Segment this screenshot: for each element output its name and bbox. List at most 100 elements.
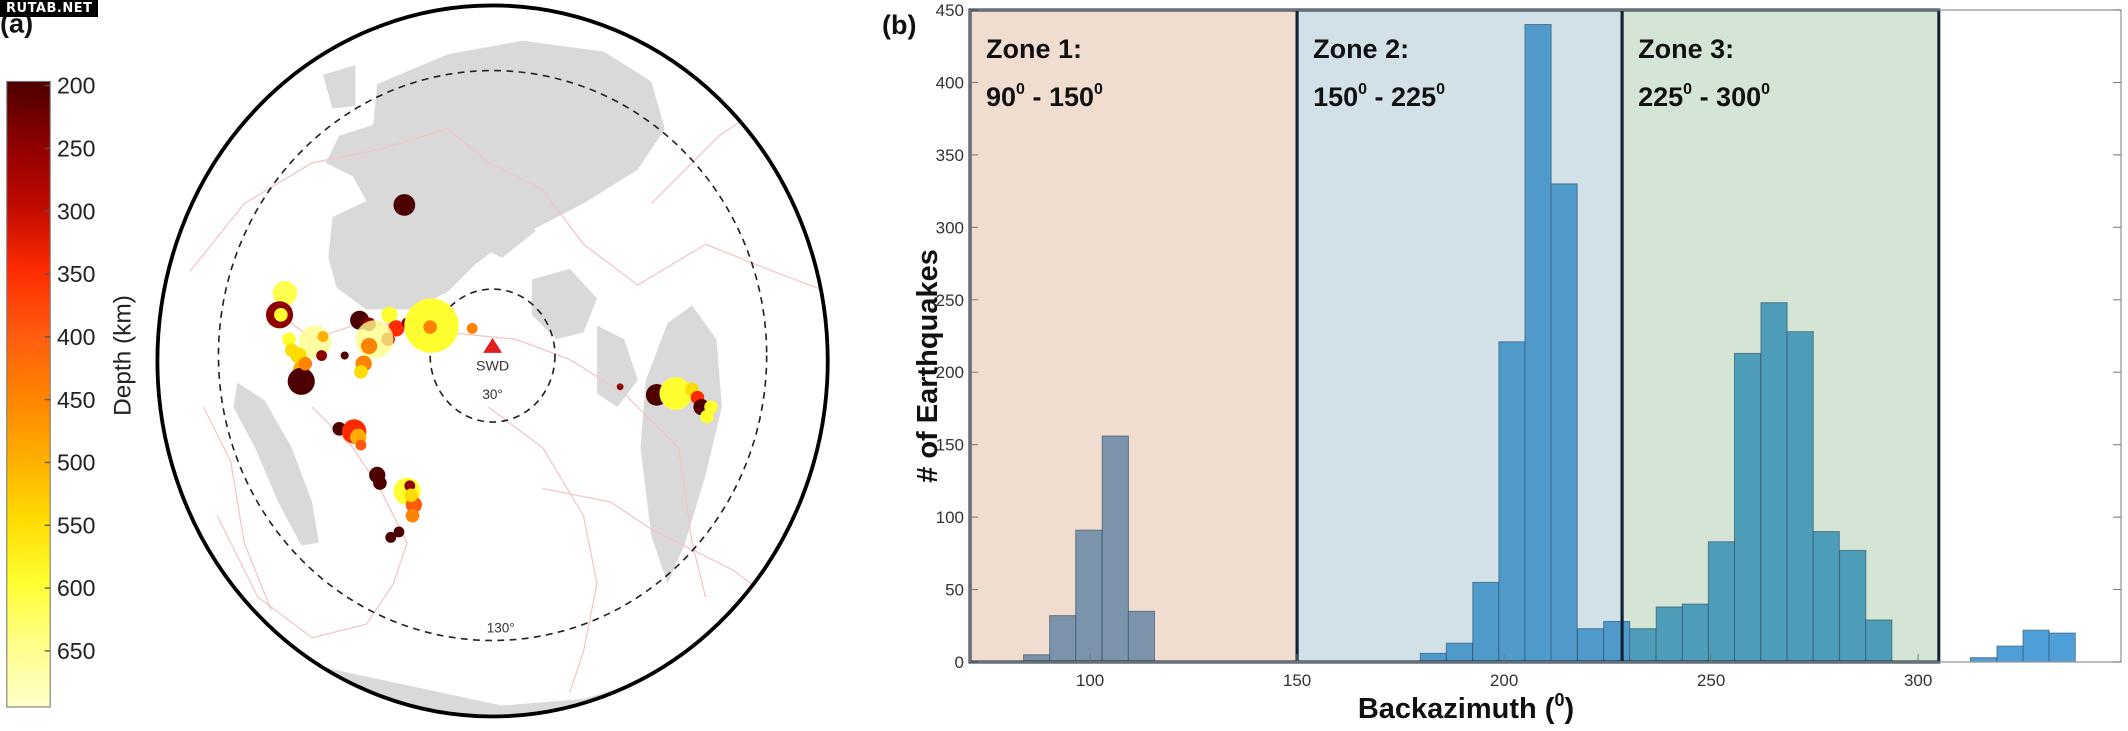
plate-boundaries bbox=[189, 108, 828, 693]
histogram-bar bbox=[2048, 632, 2076, 663]
plate-boundary-line bbox=[202, 406, 272, 611]
plate-boundary-line bbox=[488, 406, 598, 693]
plate-boundary-line bbox=[277, 311, 707, 598]
x-tick-label: 200 bbox=[1490, 671, 1518, 690]
colorbar-title: Depth (km) bbox=[109, 295, 136, 416]
axes-frame bbox=[969, 9, 2122, 663]
earthquake-marker bbox=[317, 331, 329, 342]
earthquake-marker bbox=[381, 306, 398, 323]
y-tick-label: 0 bbox=[955, 653, 964, 672]
earthquake-marker bbox=[385, 531, 397, 543]
y-tick-label: 50 bbox=[945, 581, 964, 600]
zone-range-part: 0 bbox=[1683, 81, 1692, 98]
y-tick-label: 450 bbox=[936, 1, 964, 20]
histogram-bar bbox=[1075, 529, 1103, 663]
zone-1-background bbox=[970, 10, 1298, 662]
colorbar-ticks: 200 250 300 350 400 450 500 550 600 650 bbox=[44, 73, 95, 664]
earthquake-marker bbox=[355, 439, 367, 451]
y-axis-label: # of Earthquakes bbox=[912, 249, 944, 483]
colorbar-tick-label: 400 bbox=[57, 324, 95, 350]
y-tick-label: 300 bbox=[936, 218, 964, 237]
histogram-bar bbox=[1101, 435, 1129, 663]
depth-colorbar bbox=[6, 80, 51, 708]
histogram-bar bbox=[1865, 619, 1893, 663]
histogram-bar bbox=[1445, 642, 1473, 663]
histogram-bar bbox=[1524, 23, 1552, 663]
colorbar-tick-label: 500 bbox=[57, 450, 95, 476]
histogram-bar bbox=[1733, 352, 1762, 663]
histogram-bar bbox=[1707, 541, 1736, 663]
zone-range-part: 0 bbox=[1016, 81, 1025, 98]
histogram-bars bbox=[1023, 23, 2076, 663]
plate-boundary-line bbox=[542, 487, 788, 612]
earthquake-events bbox=[265, 194, 718, 543]
zone-1-range: 900 - 1500 bbox=[986, 81, 1103, 112]
y-tick-label: 100 bbox=[936, 508, 964, 527]
panel-b-label: (b) bbox=[882, 10, 916, 40]
earthquake-marker bbox=[659, 377, 693, 410]
zone-range-part: 0 bbox=[1094, 81, 1103, 98]
x-tick-label: 100 bbox=[1076, 671, 1104, 690]
colorbar-tick-label: 600 bbox=[57, 575, 95, 601]
earthquake-marker bbox=[373, 476, 387, 490]
globe-outline bbox=[155, 3, 830, 719]
zone-2-range: 1500 - 2250 bbox=[1313, 81, 1445, 112]
y-tick-label: 200 bbox=[936, 363, 964, 382]
colorbar-tick-label: 300 bbox=[57, 198, 95, 224]
zone-3-title: Zone 3: bbox=[1638, 34, 1734, 64]
earthquake-marker bbox=[423, 320, 437, 334]
zone-range-part: - 150 bbox=[1025, 82, 1094, 112]
colorbar-tick-label: 650 bbox=[57, 638, 95, 664]
earthquake-marker bbox=[282, 332, 296, 347]
zone-range-part: 90 bbox=[986, 82, 1016, 112]
colorbar-tick-label: 200 bbox=[57, 73, 95, 99]
x-axis-label: Backazimuth (0) bbox=[1358, 690, 1574, 725]
land-mass bbox=[322, 65, 356, 109]
x-tick-label: 150 bbox=[1283, 671, 1311, 690]
histogram-bar bbox=[1603, 620, 1631, 663]
land-mass bbox=[597, 325, 638, 408]
zone-3-range: 2250 - 3000 bbox=[1638, 81, 1770, 112]
zone-range-part: - 225 bbox=[1367, 82, 1436, 112]
histogram-bar bbox=[1498, 341, 1526, 663]
earthquake-marker bbox=[404, 488, 418, 503]
watermark-badge: RUTAB.NET bbox=[0, 0, 99, 17]
zone-range-part: 225 bbox=[1638, 82, 1683, 112]
earthquake-marker bbox=[393, 194, 416, 216]
land-mass bbox=[233, 382, 319, 546]
earthquake-marker bbox=[404, 480, 416, 492]
plate-boundary-line bbox=[189, 128, 828, 293]
zone-range-part: 0 bbox=[1436, 81, 1445, 98]
earthquake-marker bbox=[287, 367, 315, 395]
histogram-bar bbox=[1760, 302, 1788, 663]
histogram-bar bbox=[1472, 581, 1500, 663]
zone-2-title: Zone 2: bbox=[1313, 34, 1409, 64]
x-axis-label-sup: 0 bbox=[1554, 690, 1564, 710]
earthquake-marker bbox=[616, 383, 624, 391]
histogram-bar bbox=[1969, 657, 1998, 663]
histogram-bar bbox=[2022, 629, 2050, 663]
x-tick-label: 250 bbox=[1697, 671, 1725, 690]
plate-boundary-line bbox=[216, 406, 408, 639]
y-tick-label: 350 bbox=[936, 146, 964, 165]
earthquake-marker bbox=[340, 351, 349, 360]
histogram-bar bbox=[1049, 615, 1077, 663]
x-ticks: 100 150 200 250 300 bbox=[1076, 654, 1932, 690]
zone-range-part: 0 bbox=[1358, 81, 1367, 98]
histogram-bar bbox=[1812, 531, 1840, 663]
colorbar-tick-label: 550 bbox=[57, 512, 95, 538]
panel-a-map: (a) 200 250 300 350 400 450 500 550 600 650 Depth… bbox=[0, 0, 882, 726]
histogram-bar bbox=[1681, 603, 1709, 663]
histogram-bar bbox=[1996, 645, 2024, 663]
land-mass bbox=[531, 268, 598, 340]
earthquake-marker bbox=[272, 280, 298, 306]
zone-range-part: 150 bbox=[1313, 82, 1358, 112]
station-triangle-icon bbox=[483, 337, 503, 353]
earthquake-marker bbox=[700, 409, 714, 424]
outer-distance-ring bbox=[217, 69, 768, 642]
zone-range-part: - 300 bbox=[1692, 82, 1761, 112]
colorbar-tick-label: 350 bbox=[57, 261, 95, 287]
